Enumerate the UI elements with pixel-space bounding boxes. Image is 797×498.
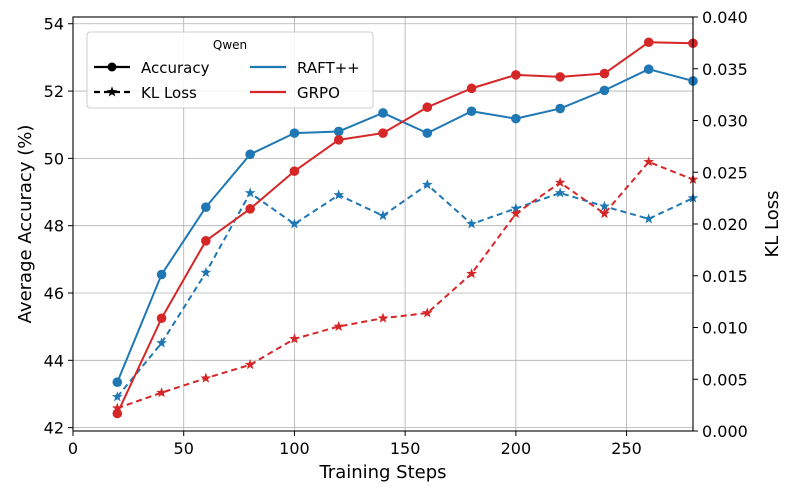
y-left-tick-label: 44 — [44, 351, 64, 370]
data-point-grpo-accuracy — [643, 37, 654, 48]
y-right-tick-label: 0.000 — [702, 422, 748, 441]
y-left-tick-label: 50 — [44, 149, 64, 168]
data-point-grpo-kl-loss — [466, 268, 477, 279]
data-point-grpo-kl-loss — [510, 208, 522, 219]
y-right-tick-label: 0.010 — [702, 319, 748, 338]
y-axis-left-label: Average Accuracy (%) — [15, 125, 36, 324]
x-tick-label: 250 — [611, 439, 642, 458]
y-left-tick-label: 42 — [44, 419, 64, 438]
data-point-raft-kl-loss — [421, 179, 433, 190]
data-point-grpo-accuracy — [201, 236, 211, 246]
data-point-raft-kl-loss — [599, 200, 610, 211]
data-point-grpo-kl-loss — [333, 320, 345, 331]
data-point-grpo-kl-loss — [421, 307, 433, 318]
x-tick-label: 100 — [279, 439, 310, 458]
data-point-grpo-accuracy — [333, 135, 344, 145]
data-point-raft-accuracy — [156, 269, 167, 280]
y-left-tick-label: 54 — [44, 15, 64, 34]
data-point-raft-kl-loss — [510, 202, 522, 214]
y-left-tick-label: 48 — [44, 217, 64, 236]
data-point-grpo-accuracy — [112, 408, 123, 419]
legend-accuracy-marker — [107, 62, 117, 72]
y-right-tick-label: 0.040 — [702, 8, 748, 27]
data-point-grpo-accuracy — [378, 128, 388, 138]
series-line-grpo-accuracy — [116, 41, 694, 414]
x-tick-label: 50 — [174, 439, 194, 458]
data-point-grpo-kl-loss — [599, 208, 610, 219]
data-point-raft-kl-loss — [200, 267, 212, 278]
x-axis-label: Training Steps — [318, 462, 446, 483]
legend-grpo-label: GRPO — [297, 84, 340, 102]
data-point-grpo-kl-loss — [244, 359, 256, 370]
data-point-raft-kl-loss — [554, 187, 566, 198]
data-point-grpo-kl-loss — [200, 372, 212, 383]
data-point-raft-accuracy — [555, 103, 565, 114]
x-tick-label: 150 — [390, 439, 421, 458]
tick-layer: 0 50 100 150 200 250 42 44 46 48 50 52 54 0.000 0.005 0… — [44, 8, 748, 458]
y-right-tick-label: 0.030 — [702, 112, 748, 131]
data-point-grpo-accuracy — [555, 72, 565, 82]
data-point-grpo-kl-loss — [111, 402, 123, 413]
y-right-tick-label: 0.025 — [702, 163, 748, 182]
data-point-grpo-accuracy — [422, 102, 433, 113]
y-right-tick-label: 0.015 — [702, 267, 748, 286]
series-line-raft-accuracy — [116, 68, 694, 383]
data-point-raft-kl-loss — [333, 189, 345, 200]
legend-box — [86, 31, 374, 109]
data-point-raft-kl-loss — [466, 218, 477, 229]
legend-title: Qwen — [213, 38, 247, 52]
data-point-grpo-accuracy — [466, 83, 477, 94]
y-left-tick-label: 52 — [44, 82, 64, 101]
data-point-grpo-kl-loss — [643, 156, 655, 167]
data-point-grpo-kl-loss — [554, 177, 566, 188]
data-point-raft-accuracy — [245, 149, 255, 160]
y-right-tick-label: 0.005 — [702, 370, 748, 389]
data-point-raft-accuracy — [378, 108, 388, 118]
data-point-raft-accuracy — [599, 85, 610, 96]
series-layer — [111, 37, 699, 419]
x-tick-label: 200 — [501, 439, 532, 458]
legend-kl-label: KL Loss — [141, 84, 197, 102]
y-left-tick-label: 46 — [44, 284, 64, 303]
data-point-grpo-kl-loss — [377, 312, 389, 323]
legend-raft-label: RAFT++ — [297, 59, 360, 77]
data-point-grpo-kl-loss — [156, 387, 167, 398]
series-line-raft-kl-loss — [116, 183, 694, 398]
data-point-raft-accuracy — [289, 128, 300, 138]
series-line-grpo-kl-loss — [116, 160, 694, 410]
data-point-raft-kl-loss — [111, 391, 123, 402]
legend-accuracy-label: Accuracy — [141, 59, 210, 77]
data-point-raft-kl-loss — [643, 213, 655, 224]
y-right-tick-label: 0.035 — [702, 60, 748, 79]
data-point-raft-accuracy — [422, 128, 433, 138]
data-point-raft-accuracy — [201, 202, 211, 212]
data-point-raft-accuracy — [643, 64, 654, 74]
data-point-grpo-accuracy — [599, 68, 610, 79]
y-right-tick-label: 0.020 — [702, 215, 748, 234]
data-point-raft-accuracy — [333, 126, 344, 137]
data-point-grpo-accuracy — [511, 70, 521, 80]
data-point-raft-accuracy — [112, 377, 123, 387]
data-point-raft-kl-loss — [244, 187, 256, 198]
data-point-raft-kl-loss — [289, 218, 300, 229]
data-point-raft-kl-loss — [156, 337, 167, 348]
data-point-raft-kl-loss — [377, 210, 389, 221]
x-tick-label: 0 — [68, 439, 78, 458]
data-point-raft-accuracy — [466, 106, 477, 117]
data-point-grpo-kl-loss — [289, 333, 300, 344]
legend-kl-marker — [106, 86, 118, 97]
data-point-grpo-accuracy — [245, 204, 255, 214]
legend: Qwen Accuracy KL Loss RAFT++ GRPO — [86, 31, 374, 109]
data-point-grpo-accuracy — [289, 166, 300, 176]
y-axis-right-label: KL Loss — [762, 190, 783, 257]
data-point-raft-accuracy — [511, 113, 521, 124]
data-point-grpo-accuracy — [156, 313, 167, 324]
